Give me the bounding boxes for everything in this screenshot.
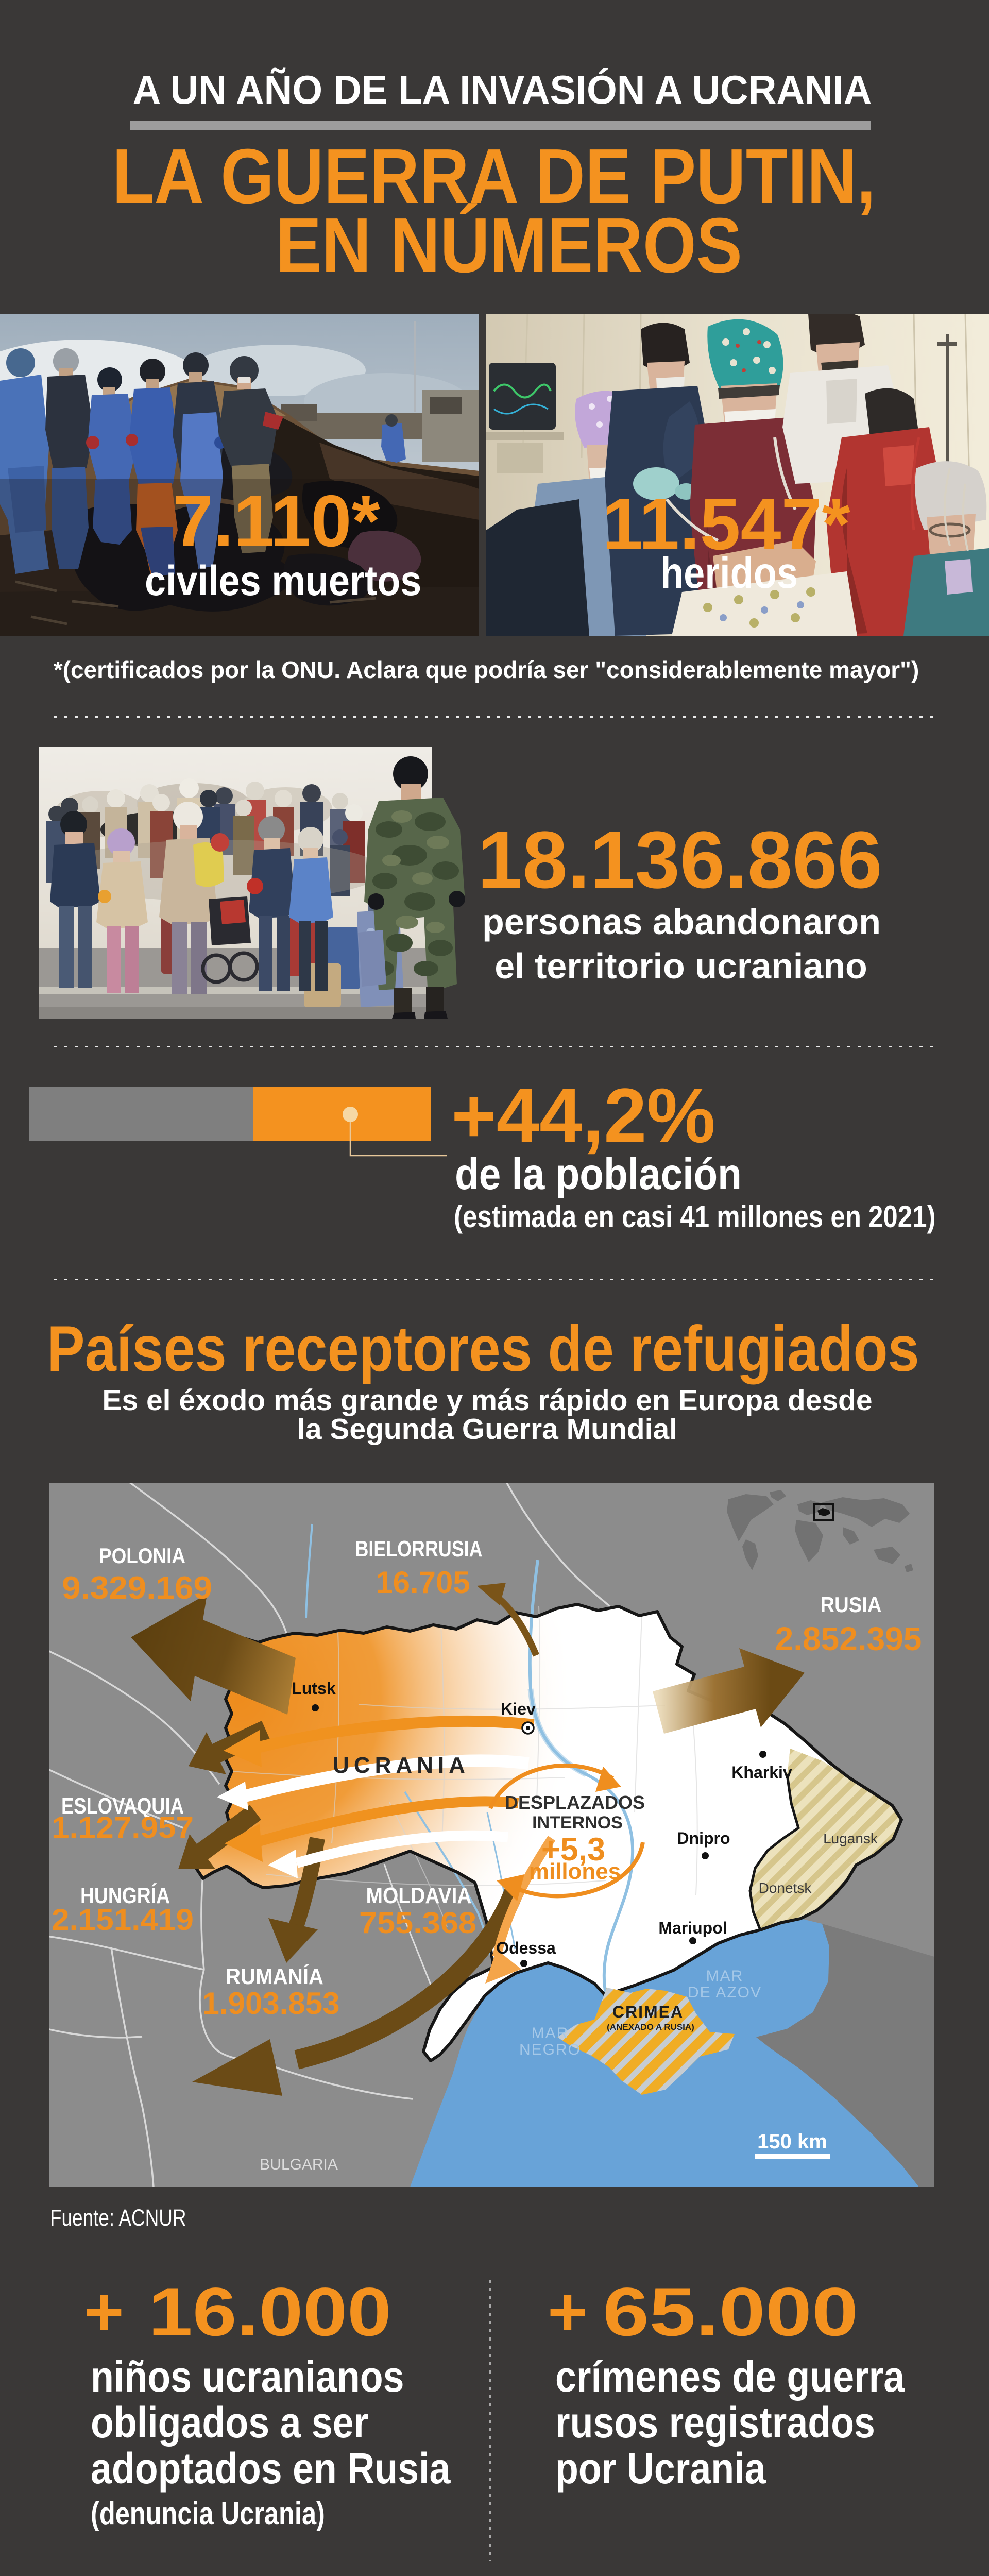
svg-text:millones: millones bbox=[529, 1859, 621, 1884]
svg-text:1.127.957: 1.127.957 bbox=[52, 1811, 194, 1844]
svg-text:HUNGRÍA: HUNGRÍA bbox=[80, 1883, 170, 1908]
svg-text:Donetsk: Donetsk bbox=[759, 1880, 812, 1896]
svg-text:Odessa: Odessa bbox=[496, 1939, 556, 1957]
svg-text:16.705: 16.705 bbox=[376, 1565, 470, 1600]
svg-text:Lutsk: Lutsk bbox=[292, 1679, 336, 1698]
svg-text:MAR: MAR bbox=[706, 1968, 744, 1985]
svg-text:+5,3: +5,3 bbox=[541, 1832, 605, 1868]
svg-text:Kharkiv: Kharkiv bbox=[731, 1763, 792, 1782]
svg-text:DE AZOV: DE AZOV bbox=[688, 1984, 762, 2001]
svg-text:MAR: MAR bbox=[532, 2025, 569, 2042]
svg-text:POLONIA: POLONIA bbox=[99, 1544, 185, 1568]
svg-text:150 km: 150 km bbox=[757, 2130, 827, 2153]
svg-text:755.368: 755.368 bbox=[359, 1906, 476, 1940]
svg-text:NEGRO: NEGRO bbox=[519, 2041, 581, 2058]
svg-text:MOLDAVIA: MOLDAVIA bbox=[366, 1883, 472, 1908]
svg-text:BULGARIA: BULGARIA bbox=[260, 2156, 338, 2173]
svg-text:9.329.169: 9.329.169 bbox=[62, 1570, 212, 1606]
svg-text:RUMANÍA: RUMANÍA bbox=[226, 1963, 323, 1989]
svg-text:1.903.853: 1.903.853 bbox=[202, 1986, 340, 2021]
svg-text:UCRANIA: UCRANIA bbox=[333, 1753, 470, 1778]
svg-text:Dnipro: Dnipro bbox=[677, 1829, 730, 1848]
svg-text:2.151.419: 2.151.419 bbox=[52, 1903, 194, 1937]
svg-text:Mariupol: Mariupol bbox=[658, 1919, 727, 1937]
svg-text:2.852.395: 2.852.395 bbox=[775, 1620, 922, 1657]
svg-text:Kiev: Kiev bbox=[501, 1700, 536, 1718]
svg-text:ESLOVAQUIA: ESLOVAQUIA bbox=[61, 1793, 184, 1819]
svg-text:DESPLAZADOS: DESPLAZADOS bbox=[505, 1792, 645, 1813]
svg-text:INTERNOS: INTERNOS bbox=[532, 1813, 623, 1833]
svg-text:(ANEXADO A RUSIA): (ANEXADO A RUSIA) bbox=[607, 2022, 694, 2032]
svg-text:RUSIA: RUSIA bbox=[821, 1592, 882, 1617]
svg-text:BIELORRUSIA: BIELORRUSIA bbox=[355, 1536, 483, 1562]
svg-text:CRIMEA: CRIMEA bbox=[612, 2003, 684, 2021]
svg-text:Lugansk: Lugansk bbox=[823, 1831, 878, 1846]
